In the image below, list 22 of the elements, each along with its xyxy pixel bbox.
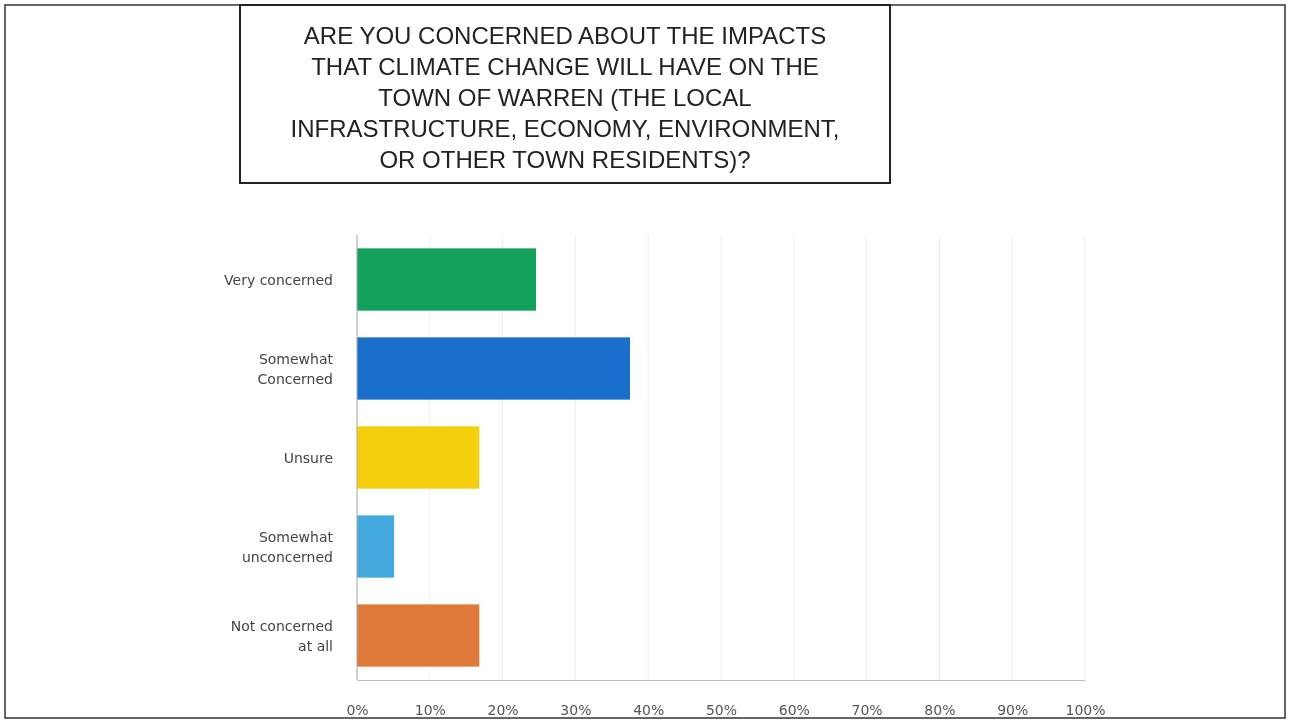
x-tick-label: 60% <box>778 701 810 718</box>
chart-title: ARE YOU CONCERNED ABOUT THE IMPACTS THAT CLIMATE CHANGE WILL HAVE ON THE TOWN OF WARREN (THE LOCAL INFRASTRUCTURE, ECONOMY, ENVIRONMENT, OR OTHER TOWN RESIDENTS)? <box>290 22 840 173</box>
y-tick-label: Unsure <box>283 449 333 466</box>
x-tick-label: 90% <box>997 701 1029 718</box>
x-tick-label: 80% <box>924 701 956 718</box>
bar <box>357 426 480 489</box>
x-tick-label: 70% <box>851 701 883 718</box>
bar <box>357 515 395 578</box>
y-tick-label: Very concerned <box>224 271 333 288</box>
x-tick-label: 10% <box>414 701 446 718</box>
bar <box>357 248 537 311</box>
x-tick-label: 50% <box>705 701 738 718</box>
y-tick-label: Not concerned at all <box>230 617 333 654</box>
bar <box>357 337 630 400</box>
y-tick-label: Somewhat Concerned <box>257 350 334 387</box>
x-tick-label: 40% <box>633 701 665 718</box>
x-tick-label: 100% <box>1065 701 1106 718</box>
x-tick-label: 20% <box>487 701 519 718</box>
x-tick-label: 30% <box>560 701 592 718</box>
x-tick-label: 0% <box>346 701 369 718</box>
bar <box>357 604 480 667</box>
y-tick-label: Somewhat unconcerned <box>241 528 334 565</box>
